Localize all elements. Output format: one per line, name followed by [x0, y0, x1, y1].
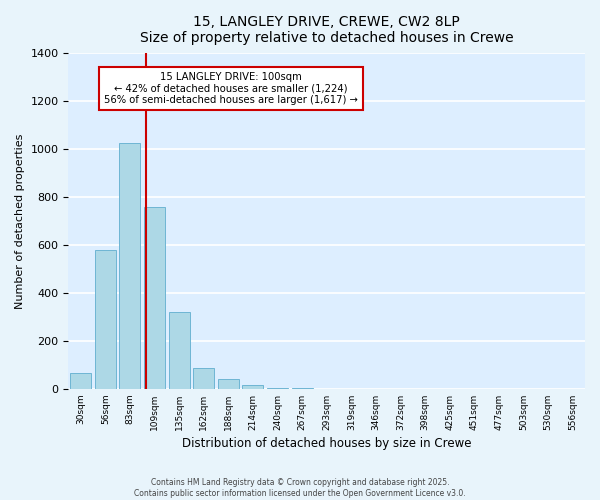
Title: 15, LANGLEY DRIVE, CREWE, CW2 8LP
Size of property relative to detached houses i: 15, LANGLEY DRIVE, CREWE, CW2 8LP Size o…: [140, 15, 514, 45]
Y-axis label: Number of detached properties: Number of detached properties: [15, 134, 25, 309]
Bar: [218, 379, 239, 389]
Text: 15 LANGLEY DRIVE: 100sqm
← 42% of detached houses are smaller (1,224)
56% of sem: 15 LANGLEY DRIVE: 100sqm ← 42% of detach…: [104, 72, 358, 105]
Bar: [95, 250, 116, 389]
Bar: [70, 373, 91, 389]
Bar: [267, 388, 288, 389]
Bar: [119, 143, 140, 389]
Text: Contains HM Land Registry data © Crown copyright and database right 2025.
Contai: Contains HM Land Registry data © Crown c…: [134, 478, 466, 498]
Bar: [169, 312, 190, 389]
Bar: [193, 368, 214, 389]
Bar: [144, 206, 165, 389]
X-axis label: Distribution of detached houses by size in Crewe: Distribution of detached houses by size …: [182, 437, 472, 450]
Bar: [242, 384, 263, 389]
